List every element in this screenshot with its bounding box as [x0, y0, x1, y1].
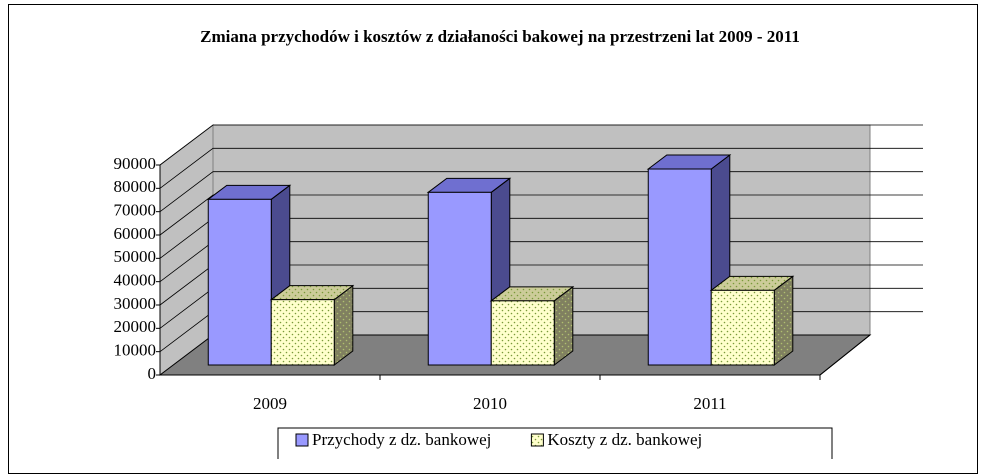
- legend-label: Koszty z dz. bankowej: [547, 430, 702, 449]
- x-tick-label: 2009: [253, 394, 287, 413]
- bar: [646, 153, 732, 367]
- grid-line: [159, 147, 923, 189]
- left-wall: [159, 123, 214, 377]
- bar-front: [490, 300, 555, 366]
- x-tick-label: 2010: [473, 394, 507, 413]
- bar-front: [270, 299, 335, 366]
- floor-edge: [819, 334, 871, 376]
- legend-swatch: [295, 433, 309, 447]
- chart-title: Zmiana przychodów i kosztów z działanośc…: [200, 27, 800, 46]
- bar-front: [427, 191, 492, 366]
- page: Zmiana przychodów i kosztów z działanośc…: [8, 4, 978, 474]
- legend-swatch: [530, 433, 544, 447]
- bar: [489, 285, 575, 367]
- y-tick-label: 20000: [114, 317, 157, 336]
- bar-front: [647, 168, 712, 366]
- x-tick-label: 2011: [693, 394, 726, 413]
- bar-front: [710, 289, 775, 366]
- bar: [269, 284, 355, 367]
- bar-side: [773, 275, 794, 367]
- y-tick-label: 90000: [114, 154, 157, 173]
- y-tick-label: 70000: [114, 201, 157, 220]
- bar: [709, 275, 795, 367]
- y-tick-label: 40000: [114, 271, 157, 290]
- y-tick-label: 80000: [114, 177, 157, 196]
- y-tick-label: 50000: [114, 247, 157, 266]
- y-tick-label: 60000: [114, 224, 157, 243]
- grid-line: [159, 124, 923, 166]
- bar-front: [207, 198, 272, 366]
- legend-label: Przychody z dz. bankowej: [312, 430, 491, 449]
- legend: [277, 427, 833, 459]
- y-tick-label: 10000: [114, 341, 157, 360]
- y-tick-label: 30000: [114, 294, 157, 313]
- chart: 0 10000 20000 30000 40000 50000 60000 70000 8000…: [114, 123, 923, 459]
- y-tick-label: 0: [148, 364, 157, 383]
